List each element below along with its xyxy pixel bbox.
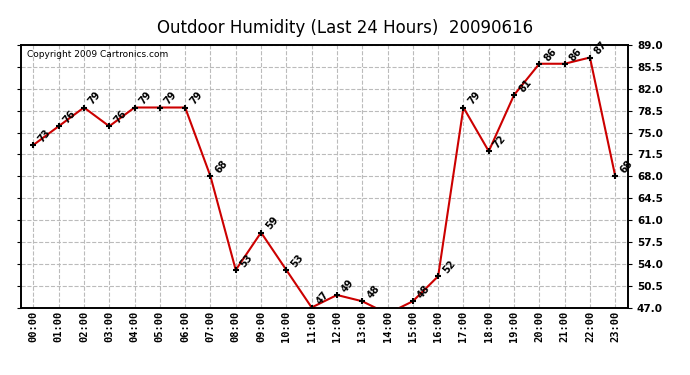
Text: 86: 86: [567, 46, 584, 63]
Text: 72: 72: [491, 134, 508, 150]
Text: 53: 53: [239, 252, 255, 269]
Text: 52: 52: [441, 259, 457, 276]
Text: 87: 87: [593, 40, 609, 57]
Text: 79: 79: [87, 90, 103, 107]
Text: 53: 53: [289, 252, 306, 269]
Text: 79: 79: [188, 90, 204, 107]
Text: 79: 79: [137, 90, 154, 107]
Text: 73: 73: [36, 128, 52, 144]
Text: Outdoor Humidity (Last 24 Hours)  20090616: Outdoor Humidity (Last 24 Hours) 2009061…: [157, 19, 533, 37]
Text: Copyright 2009 Cartronics.com: Copyright 2009 Cartronics.com: [27, 50, 168, 59]
Text: 46: 46: [0, 374, 1, 375]
Text: 86: 86: [542, 46, 558, 63]
Text: 68: 68: [618, 159, 634, 176]
Text: 76: 76: [112, 109, 128, 126]
Text: 68: 68: [213, 159, 230, 176]
Text: 76: 76: [61, 109, 78, 126]
Text: 48: 48: [365, 284, 382, 300]
Text: 49: 49: [339, 278, 356, 294]
Text: 79: 79: [163, 90, 179, 107]
Text: 48: 48: [415, 284, 432, 300]
Text: 59: 59: [264, 215, 280, 232]
Text: 79: 79: [466, 90, 482, 107]
Text: 47: 47: [315, 290, 331, 307]
Text: 81: 81: [517, 77, 533, 94]
